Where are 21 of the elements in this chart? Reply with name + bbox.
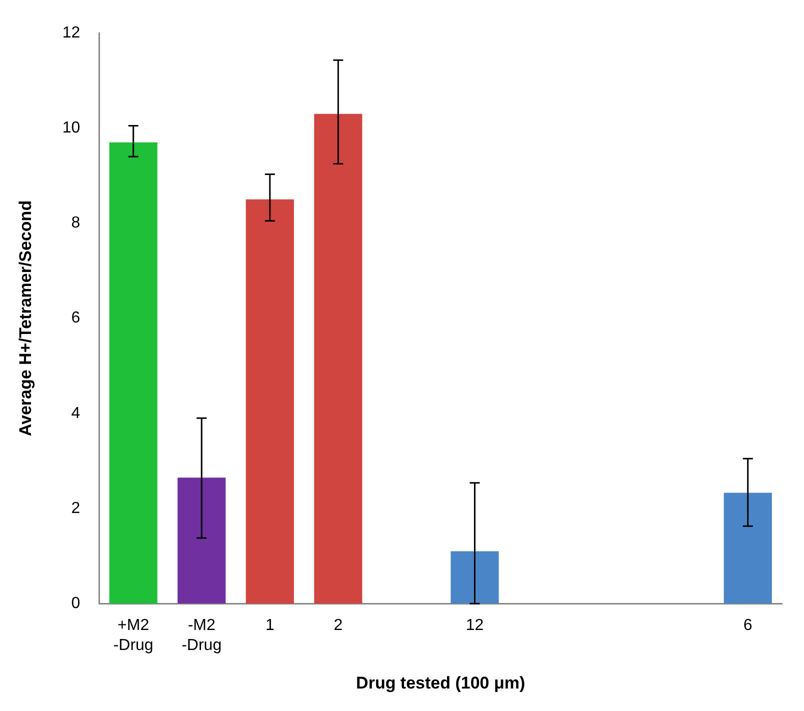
y-tick-label: 2 bbox=[71, 500, 80, 517]
y-tick-label: 10 bbox=[62, 120, 80, 137]
x-tick-label: 6 bbox=[742, 616, 754, 636]
bar bbox=[109, 142, 158, 604]
y-tick-label: 4 bbox=[71, 404, 80, 422]
x-axis-title: Drug tested (100 μm) bbox=[356, 673, 526, 692]
y-tick-label: 0 bbox=[71, 595, 80, 612]
x-tick-label: 12 bbox=[464, 616, 485, 636]
x-tick-label: 1 bbox=[264, 616, 276, 636]
bar bbox=[178, 478, 226, 604]
bar bbox=[314, 114, 362, 604]
bar bbox=[724, 492, 772, 604]
x-tick-label: 2 bbox=[332, 616, 344, 636]
bar bbox=[450, 551, 499, 604]
y-tick-label: 6 bbox=[71, 310, 80, 327]
x-tick-label: +M2 -Drug bbox=[112, 616, 154, 656]
y-tick-label: 12 bbox=[62, 24, 80, 42]
y-axis-title: Average H+/Tetramer/Second bbox=[16, 200, 35, 436]
x-tick-label: -M2 -Drug bbox=[180, 616, 223, 656]
y-tick-label: 8 bbox=[71, 214, 80, 232]
bar bbox=[246, 199, 294, 604]
